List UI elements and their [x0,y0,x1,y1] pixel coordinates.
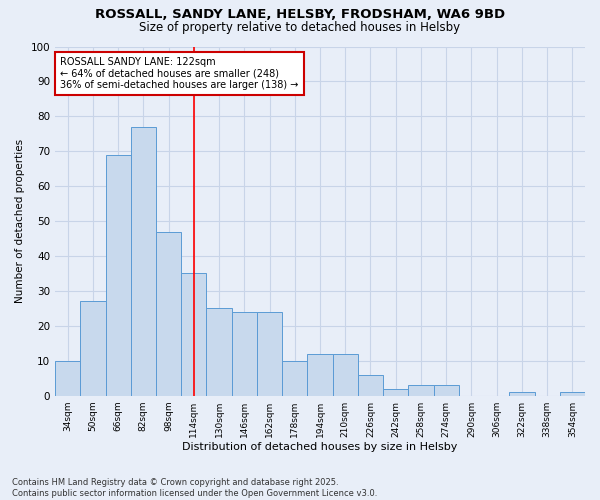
Text: Contains HM Land Registry data © Crown copyright and database right 2025.
Contai: Contains HM Land Registry data © Crown c… [12,478,377,498]
Bar [358,375,383,396]
Bar [55,361,80,396]
Bar [181,274,206,396]
Bar [106,155,131,396]
Y-axis label: Number of detached properties: Number of detached properties [15,139,25,303]
Text: ROSSALL, SANDY LANE, HELSBY, FRODSHAM, WA6 9BD: ROSSALL, SANDY LANE, HELSBY, FRODSHAM, W… [95,8,505,20]
Bar [80,302,106,396]
Bar [409,385,434,396]
Bar [332,354,358,396]
Bar [257,312,282,396]
Bar [434,385,459,396]
Text: ROSSALL SANDY LANE: 122sqm
← 64% of detached houses are smaller (248)
36% of sem: ROSSALL SANDY LANE: 122sqm ← 64% of deta… [61,57,299,90]
Bar [156,232,181,396]
Bar [307,354,332,396]
Bar [560,392,585,396]
Bar [383,388,409,396]
Bar [131,127,156,396]
X-axis label: Distribution of detached houses by size in Helsby: Distribution of detached houses by size … [182,442,458,452]
Bar [232,312,257,396]
Text: Size of property relative to detached houses in Helsby: Size of property relative to detached ho… [139,22,461,35]
Bar [206,308,232,396]
Bar [282,361,307,396]
Bar [509,392,535,396]
